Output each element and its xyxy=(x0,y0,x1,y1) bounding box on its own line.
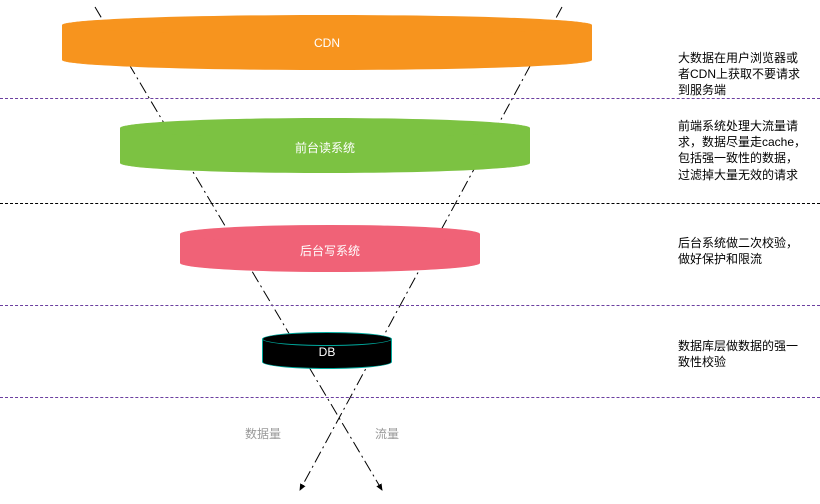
divider-3 xyxy=(0,397,820,398)
layer-backend: 后台写系统 xyxy=(180,225,480,272)
layer-label-db: DB xyxy=(262,345,392,359)
layer-label-frontend: 前台读系统 xyxy=(120,139,530,156)
axis-label-left: 数据量 xyxy=(245,425,281,442)
axis-label-right: 流量 xyxy=(375,425,399,442)
layer-label-backend: 后台写系统 xyxy=(180,242,480,259)
divider-2 xyxy=(0,305,820,306)
layer-desc-backend: 后台系统做二次校验，做好保护和限流 xyxy=(678,235,808,267)
layer-desc-db: 数据库层做数据的强一致性校验 xyxy=(678,338,808,370)
layer-desc-frontend: 前端系统处理大流量请求，数据尽量走cache，包括强一致性的数据，过滤掉大量无效… xyxy=(678,118,808,183)
layer-cdn: CDN xyxy=(62,15,592,70)
layer-frontend: 前台读系统 xyxy=(120,118,530,173)
divider-0 xyxy=(0,98,820,99)
layer-label-cdn: CDN xyxy=(62,36,592,50)
divider-1 xyxy=(0,203,820,204)
layer-db: DB xyxy=(262,332,392,369)
layer-desc-cdn: 大数据在用户浏览器或者CDN上获取不要请求到服务端 xyxy=(678,50,808,99)
